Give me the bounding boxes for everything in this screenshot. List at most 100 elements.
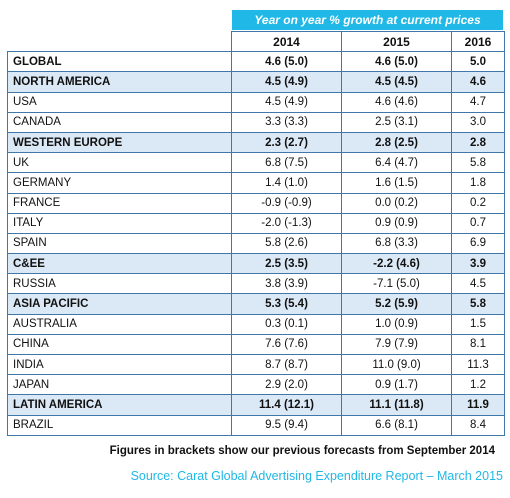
value-2014-cell: 5.3 (5.4) xyxy=(231,293,342,315)
value-2014-cell: 3.3 (3.3) xyxy=(231,111,342,133)
value-2016-cell: 4.6 xyxy=(451,71,505,93)
row-name-cell: USA xyxy=(7,91,232,113)
source-line: Source: Carat Global Advertising Expendi… xyxy=(130,469,503,483)
value-2016-cell: 3.0 xyxy=(451,111,505,133)
country-row: INDIA 8.7 (8.7) 11.0 (9.0) 11.3 xyxy=(7,353,505,376)
value-2016-cell: 0.7 xyxy=(451,212,505,234)
column-header-2014: 2014 xyxy=(231,30,342,53)
value-2014-cell: 6.8 (7.5) xyxy=(231,152,342,174)
row-name-cell: SPAIN xyxy=(7,232,232,255)
country-row: RUSSIA 3.8 (3.9) -7.1 (5.0) 4.5 xyxy=(7,273,505,295)
value-2015-cell: 2.5 (3.1) xyxy=(341,111,452,133)
value-2014-cell: 2.9 (2.0) xyxy=(231,374,342,396)
value-2015-cell: 4.5 (4.5) xyxy=(341,71,452,93)
value-2015-cell: 11.0 (9.0) xyxy=(341,353,452,376)
value-2016-cell: 5.8 xyxy=(451,293,505,315)
row-name-cell: LATIN AMERICA xyxy=(7,394,232,416)
value-2015-cell: -2.2 (4.6) xyxy=(341,253,452,275)
value-2015-cell: 7.9 (7.9) xyxy=(341,333,452,356)
value-2014-cell: 2.3 (2.7) xyxy=(231,131,342,154)
row-name-cell: UK xyxy=(7,152,232,174)
row-name-cell: INDIA xyxy=(7,353,232,376)
value-2015-cell: 6.8 (3.3) xyxy=(341,232,452,255)
country-row: FRANCE -0.9 (-0.9) 0.0 (0.2) 0.2 xyxy=(7,192,505,214)
value-2014-cell: 2.5 (3.5) xyxy=(231,253,342,275)
country-row: UK 6.8 (7.5) 6.4 (4.7) 5.8 xyxy=(7,152,505,174)
value-2014-cell: 0.3 (0.1) xyxy=(231,313,342,335)
column-header-row: 2014 2015 2016 xyxy=(7,30,505,53)
country-row: CHINA 7.6 (7.6) 7.9 (7.9) 8.1 xyxy=(7,333,505,356)
value-2015-cell: 4.6 (4.6) xyxy=(341,91,452,113)
country-row: JAPAN 2.9 (2.0) 0.9 (1.7) 1.2 xyxy=(7,374,505,396)
value-2016-cell: 0.2 xyxy=(451,192,505,214)
value-2016-cell: 11.9 xyxy=(451,394,505,416)
value-2014-cell: 9.5 (9.4) xyxy=(231,414,342,436)
region-row: ASIA PACIFIC 5.3 (5.4) 5.2 (5.9) 5.8 xyxy=(7,293,505,315)
value-2016-cell: 1.5 xyxy=(451,313,505,335)
table-header-title: Year on year % growth at current prices xyxy=(232,10,503,30)
value-2014-cell: 4.6 (5.0) xyxy=(231,51,342,73)
value-2016-cell: 8.1 xyxy=(451,333,505,356)
value-2015-cell: 0.0 (0.2) xyxy=(341,192,452,214)
country-row: CANADA 3.3 (3.3) 2.5 (3.1) 3.0 xyxy=(7,111,505,133)
country-row: AUSTRALIA 0.3 (0.1) 1.0 (0.9) 1.5 xyxy=(7,313,505,335)
row-name-cell: WESTERN EUROPE xyxy=(7,131,232,154)
value-2014-cell: -0.9 (-0.9) xyxy=(231,192,342,214)
value-2015-cell: 1.6 (1.5) xyxy=(341,172,452,194)
value-2015-cell: 5.2 (5.9) xyxy=(341,293,452,315)
row-name-cell: AUSTRALIA xyxy=(7,313,232,335)
value-2016-cell: 6.9 xyxy=(451,232,505,255)
value-2016-cell: 1.2 xyxy=(451,374,505,396)
value-2015-cell: -7.1 (5.0) xyxy=(341,273,452,295)
value-2014-cell: 1.4 (1.0) xyxy=(231,172,342,194)
region-row: NORTH AMERICA 4.5 (4.9) 4.5 (4.5) 4.6 xyxy=(7,71,505,93)
country-row: USA 4.5 (4.9) 4.6 (4.6) 4.7 xyxy=(7,91,505,113)
region-row: WESTERN EUROPE 2.3 (2.7) 2.8 (2.5) 2.8 xyxy=(7,131,505,154)
row-name-cell: GLOBAL xyxy=(7,51,232,73)
value-2016-cell: 11.3 xyxy=(451,353,505,376)
column-header-2016: 2016 xyxy=(451,30,505,53)
country-row: GERMANY 1.4 (1.0) 1.6 (1.5) 1.8 xyxy=(7,172,505,194)
value-2016-cell: 1.8 xyxy=(451,172,505,194)
row-name-cell: BRAZIL xyxy=(7,414,232,436)
value-2014-cell: 4.5 (4.9) xyxy=(231,71,342,93)
value-2016-cell: 4.7 xyxy=(451,91,505,113)
growth-table: 2014 2015 2016 GLOBAL 4.6 (5.0) 4.6 (5.0) 5… xyxy=(7,30,505,436)
country-row: SPAIN 5.8 (2.6) 6.8 (3.3) 6.9 xyxy=(7,232,505,255)
value-2015-cell: 1.0 (0.9) xyxy=(341,313,452,335)
value-2016-cell: 2.8 xyxy=(451,131,505,154)
value-2015-cell: 11.1 (11.8) xyxy=(341,394,452,416)
region-row: LATIN AMERICA 11.4 (12.1) 11.1 (11.8) 11.9 xyxy=(7,394,505,416)
row-name-cell: C&EE xyxy=(7,253,232,275)
value-2015-cell: 0.9 (1.7) xyxy=(341,374,452,396)
value-2014-cell: 7.6 (7.6) xyxy=(231,333,342,356)
value-2014-cell: 11.4 (12.1) xyxy=(231,394,342,416)
region-row: GLOBAL 4.6 (5.0) 4.6 (5.0) 5.0 xyxy=(7,51,505,73)
value-2014-cell: 4.5 (4.9) xyxy=(231,91,342,113)
table-body: GLOBAL 4.6 (5.0) 4.6 (5.0) 5.0 NORTH AMERICA… xyxy=(7,51,505,436)
value-2015-cell: 4.6 (5.0) xyxy=(341,51,452,73)
empty-header-cell xyxy=(7,31,232,52)
country-row: BRAZIL 9.5 (9.4) 6.6 (8.1) 8.4 xyxy=(7,414,505,436)
value-2014-cell: 3.8 (3.9) xyxy=(231,273,342,295)
value-2014-cell: -2.0 (-1.3) xyxy=(231,212,342,234)
row-name-cell: GERMANY xyxy=(7,172,232,194)
row-name-cell: CANADA xyxy=(7,111,232,133)
country-row: ITALY -2.0 (-1.3) 0.9 (0.9) 0.7 xyxy=(7,212,505,234)
row-name-cell: FRANCE xyxy=(7,192,232,214)
row-name-cell: RUSSIA xyxy=(7,273,232,295)
column-header-2015: 2015 xyxy=(341,30,452,53)
value-2014-cell: 5.8 (2.6) xyxy=(231,232,342,255)
value-2016-cell: 8.4 xyxy=(451,414,505,436)
row-name-cell: ASIA PACIFIC xyxy=(7,293,232,315)
value-2016-cell: 3.9 xyxy=(451,253,505,275)
footnote: Figures in brackets show our previous fo… xyxy=(109,445,495,457)
value-2015-cell: 2.8 (2.5) xyxy=(341,131,452,154)
region-row: C&EE 2.5 (3.5) -2.2 (4.6) 3.9 xyxy=(7,253,505,275)
value-2015-cell: 6.6 (8.1) xyxy=(341,414,452,436)
value-2015-cell: 6.4 (4.7) xyxy=(341,152,452,174)
row-name-cell: JAPAN xyxy=(7,374,232,396)
value-2016-cell: 4.5 xyxy=(451,273,505,295)
value-2014-cell: 8.7 (8.7) xyxy=(231,353,342,376)
row-name-cell: NORTH AMERICA xyxy=(7,71,232,93)
